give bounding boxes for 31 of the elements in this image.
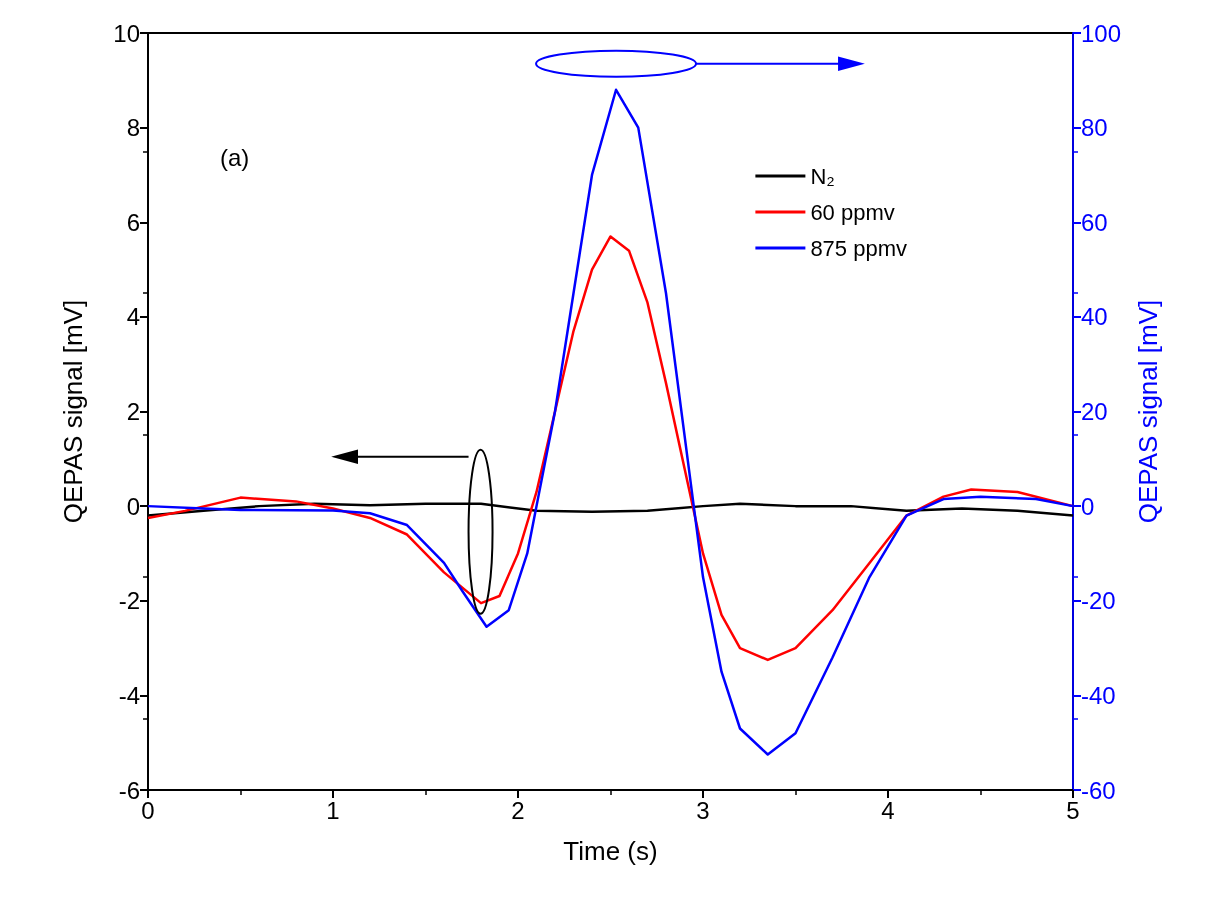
annotation: (a) — [220, 143, 250, 171]
y-tick-label: 6 — [126, 208, 140, 236]
legend-label: 875 ppmv — [810, 235, 908, 261]
x-tick-label: 4 — [881, 796, 895, 824]
x-tick-label: 5 — [1066, 796, 1080, 824]
y2-tick-label: 0 — [1081, 492, 1095, 520]
x-tick-label: 1 — [326, 796, 340, 824]
y2-tick-label: 80 — [1081, 114, 1108, 142]
y-tick-label: 0 — [126, 492, 140, 520]
x-axis-title: Time (s) — [563, 836, 658, 866]
y-tick-label: 10 — [113, 19, 140, 47]
x-tick-label: 3 — [696, 796, 710, 824]
y-tick-label: 4 — [126, 303, 140, 331]
y2-tick-label: 40 — [1081, 303, 1108, 331]
y2-tick-label: -20 — [1081, 587, 1116, 615]
x-tick-label: 2 — [511, 796, 525, 824]
y-tick-label: 2 — [126, 398, 140, 425]
legend-label: 60 ppmv — [810, 199, 895, 225]
y-tick-label: -6 — [118, 776, 140, 804]
y-axis-title: QEPAS signal [mV] — [58, 299, 88, 524]
y-tick-label: -4 — [118, 681, 140, 709]
legend-label: N₂ — [810, 163, 835, 189]
y2-tick-label: -60 — [1081, 776, 1116, 804]
y2-axis-title: QEPAS signal [mV] — [1133, 299, 1163, 524]
y2-tick-label: 20 — [1081, 398, 1108, 425]
y2-tick-label: -40 — [1081, 681, 1116, 709]
y-tick-label: 8 — [126, 114, 140, 142]
y2-tick-label: 60 — [1081, 208, 1108, 236]
y-tick-label: -2 — [118, 587, 140, 615]
line-series — [146, 502, 1075, 517]
y2-tick-label: 100 — [1081, 19, 1122, 47]
